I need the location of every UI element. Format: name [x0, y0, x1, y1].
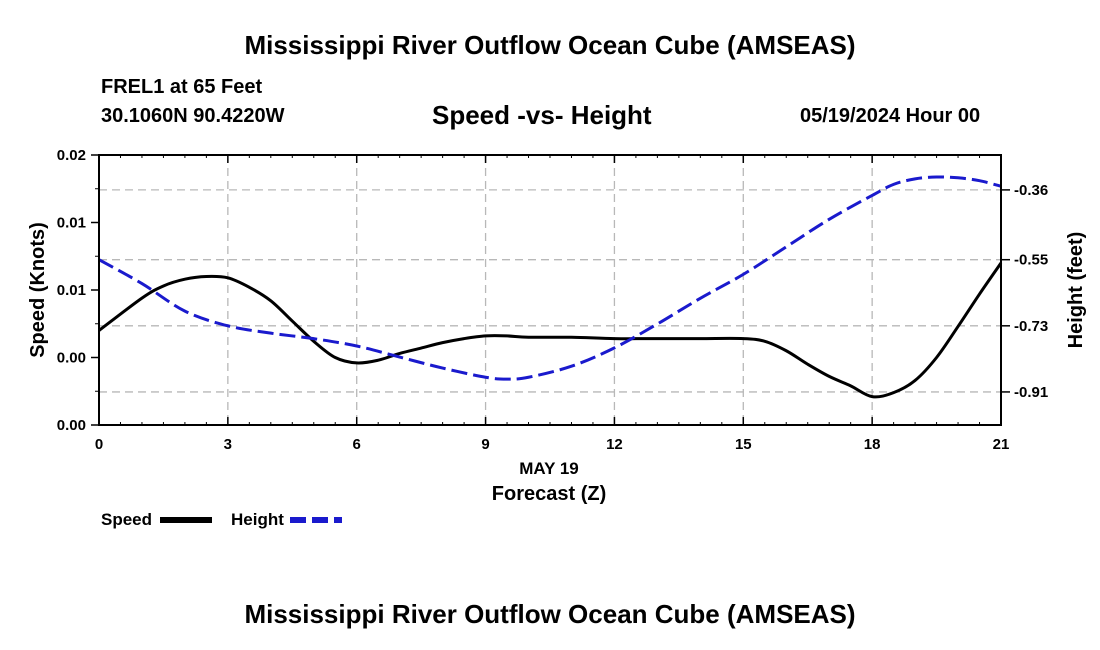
y2-tick-label: -0.36: [1014, 182, 1048, 199]
coordinates-label: 30.1060N 90.4220W: [101, 105, 285, 127]
series-line-speed: [98, 262, 1003, 399]
y2-axis-title: Height (feet): [1065, 232, 1087, 349]
y2-tick-label: -0.55: [1014, 252, 1048, 269]
x-tick-label: 0: [95, 436, 103, 453]
legend-height-label: Height: [231, 510, 284, 529]
series-layer: [98, 175, 1003, 399]
y-axis-title: Speed (Knots): [27, 222, 49, 358]
series-line-height: [98, 175, 1002, 381]
plot-frame: [98, 154, 1002, 426]
chart-title: Mississippi River Outflow Ocean Cube (AM…: [244, 30, 856, 60]
x-tick-label: 12: [606, 436, 623, 453]
x-tick-label: 3: [224, 436, 232, 453]
y-tick-label: 0.01: [57, 282, 86, 299]
x-tick-label: 18: [864, 436, 881, 453]
ticks: [91, 154, 1010, 426]
y2-tick-label: -0.91: [1014, 384, 1048, 401]
x-tick-label: 9: [481, 436, 489, 453]
x-axis-title: Forecast (Z): [492, 483, 606, 505]
forecast-datetime: 05/19/2024 Hour 00: [800, 105, 981, 127]
grid: [99, 155, 1001, 425]
chart-subtitle: Speed -vs- Height: [432, 100, 652, 130]
y-tick-label: 0.02: [57, 147, 86, 164]
x-tick-label: 21: [993, 436, 1010, 453]
x-tick-label: 15: [735, 436, 752, 453]
y-tick-label: 0.00: [57, 417, 86, 434]
tick-labels: 0 3 6 9 12 15 18 21 0.00 0.00 0.01 0.01 0.02 -0.91 -0.…: [57, 147, 1048, 453]
y2-tick-label: -0.73: [1014, 318, 1048, 335]
footer-title: Mississippi River Outflow Ocean Cube (AM…: [244, 599, 856, 629]
y-tick-label: 0.01: [57, 215, 86, 232]
x-tick-label: 6: [353, 436, 361, 453]
y-tick-label: 0.00: [57, 350, 86, 367]
station-label: FREL1 at 65 Feet: [101, 76, 263, 98]
legend-speed-label: Speed: [101, 510, 152, 529]
x-axis-date-label: MAY 19: [519, 459, 579, 478]
legend: Speed Height: [101, 510, 342, 529]
